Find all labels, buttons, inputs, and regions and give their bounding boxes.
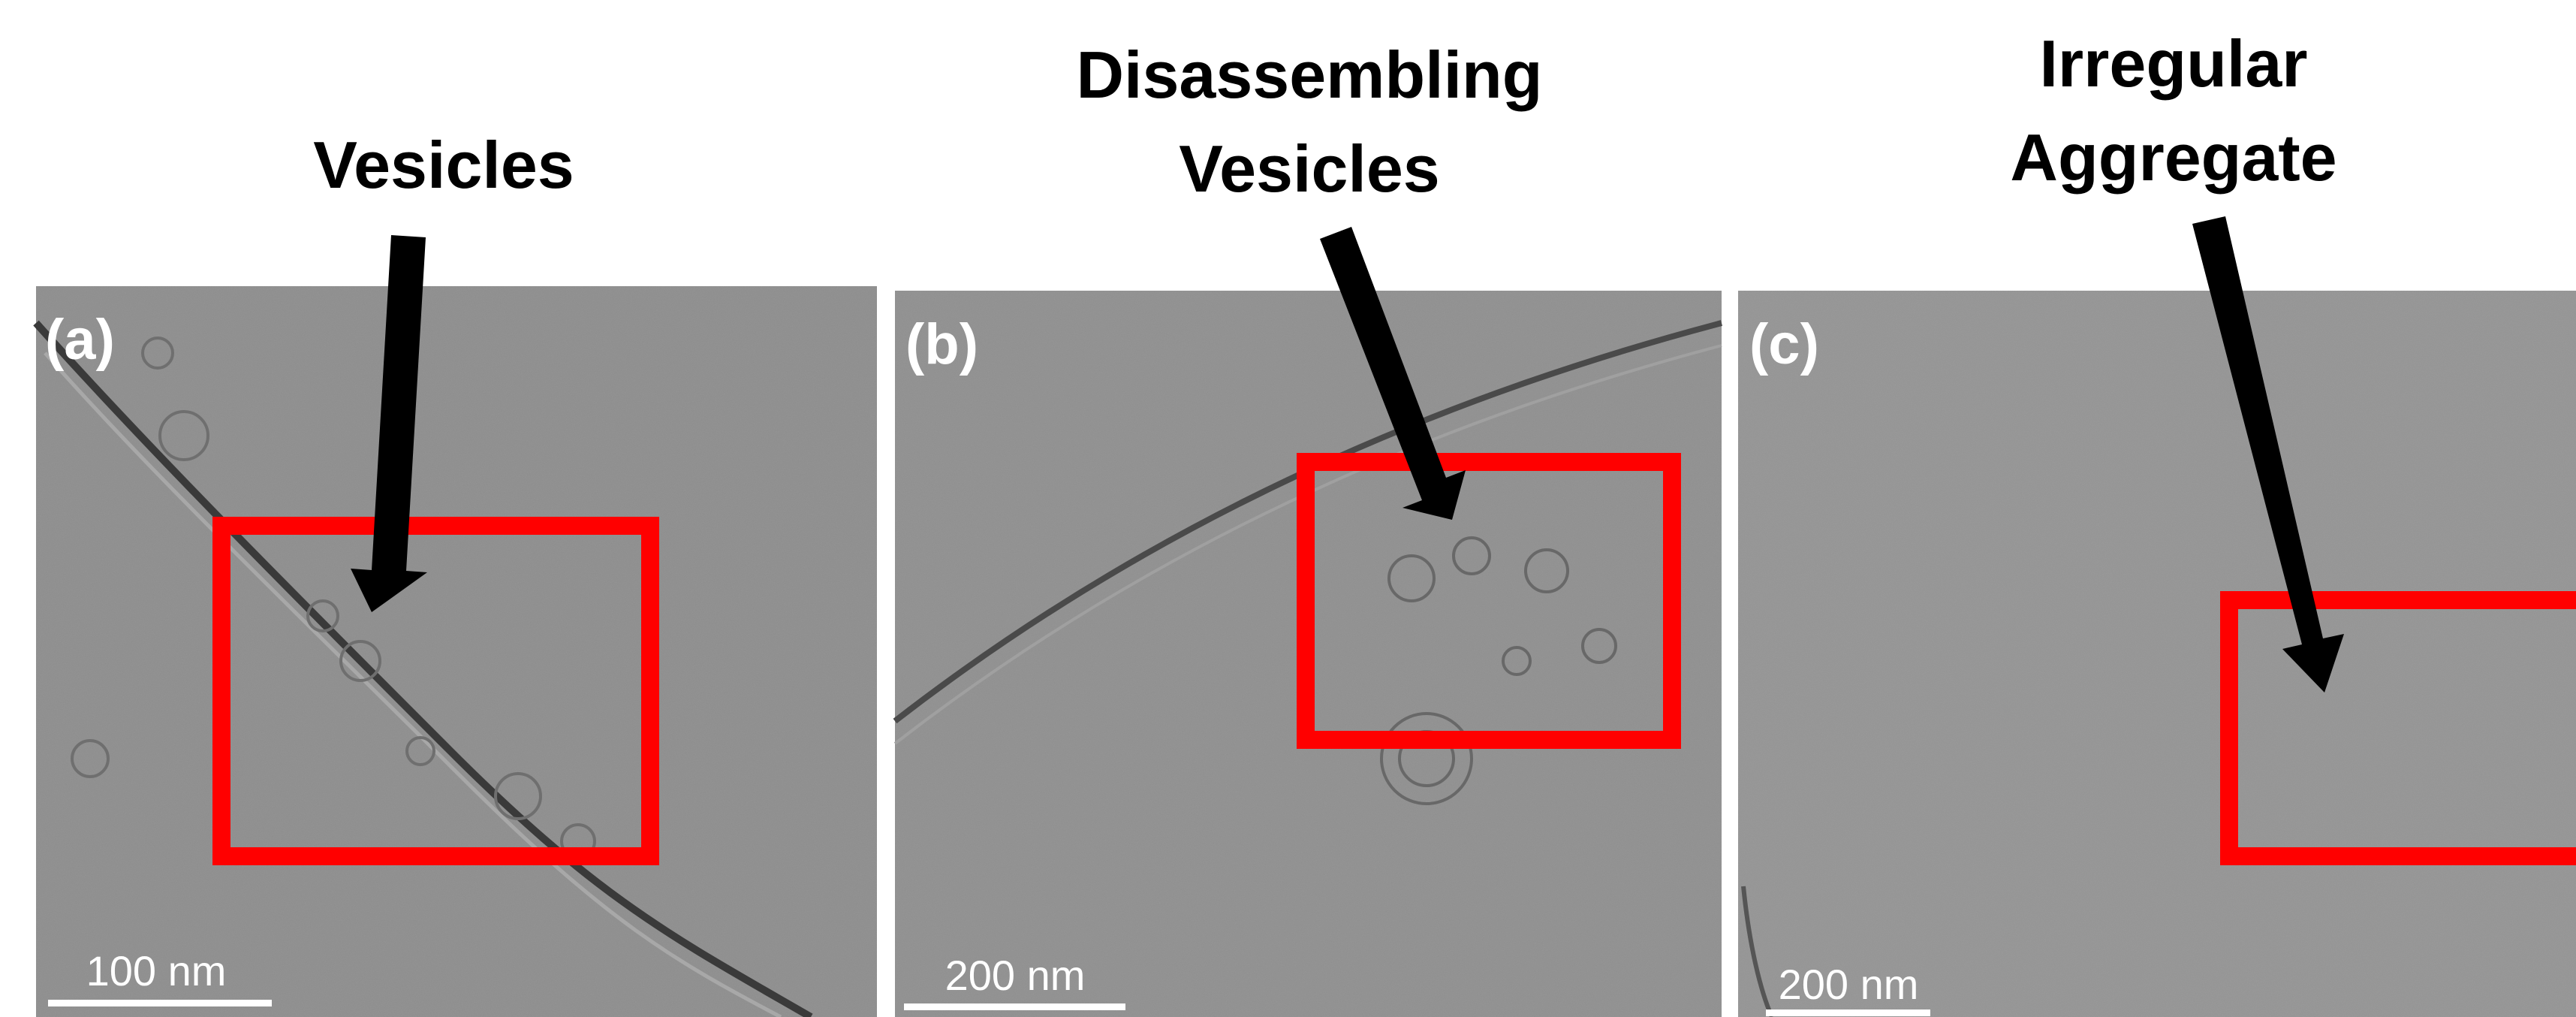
panel-a: (a) 100 nm	[36, 286, 877, 1017]
micrograph-texture	[36, 286, 877, 1017]
scale-bar	[904, 1003, 1125, 1010]
panel-c: (c) 200 nm	[1738, 291, 2576, 1017]
panel-label: (b)	[905, 312, 978, 376]
scale-bar	[1766, 1009, 1930, 1016]
scale-bar	[48, 1000, 272, 1006]
annotation: Vesicles	[313, 128, 574, 202]
panel-b: (b) 200 nm	[895, 291, 1722, 1017]
micrograph-texture	[1738, 291, 2576, 1017]
panel-label: (a)	[45, 308, 115, 372]
scale-bar-label: 200 nm	[945, 952, 1086, 999]
figure: (a) 100 nm (b) 200 nm (c) 200 nm Vesicle…	[0, 0, 2576, 1017]
panel-label: (c)	[1749, 312, 1819, 376]
scale-bar-label: 100 nm	[86, 947, 227, 994]
annotation: Vesicles	[1179, 131, 1439, 206]
annotation: Aggregate	[2010, 120, 2336, 195]
annotation: Irregular	[2039, 26, 2307, 101]
annotation: Disassembling	[1076, 38, 1542, 112]
scale-bar-label: 200 nm	[1779, 961, 1919, 1008]
